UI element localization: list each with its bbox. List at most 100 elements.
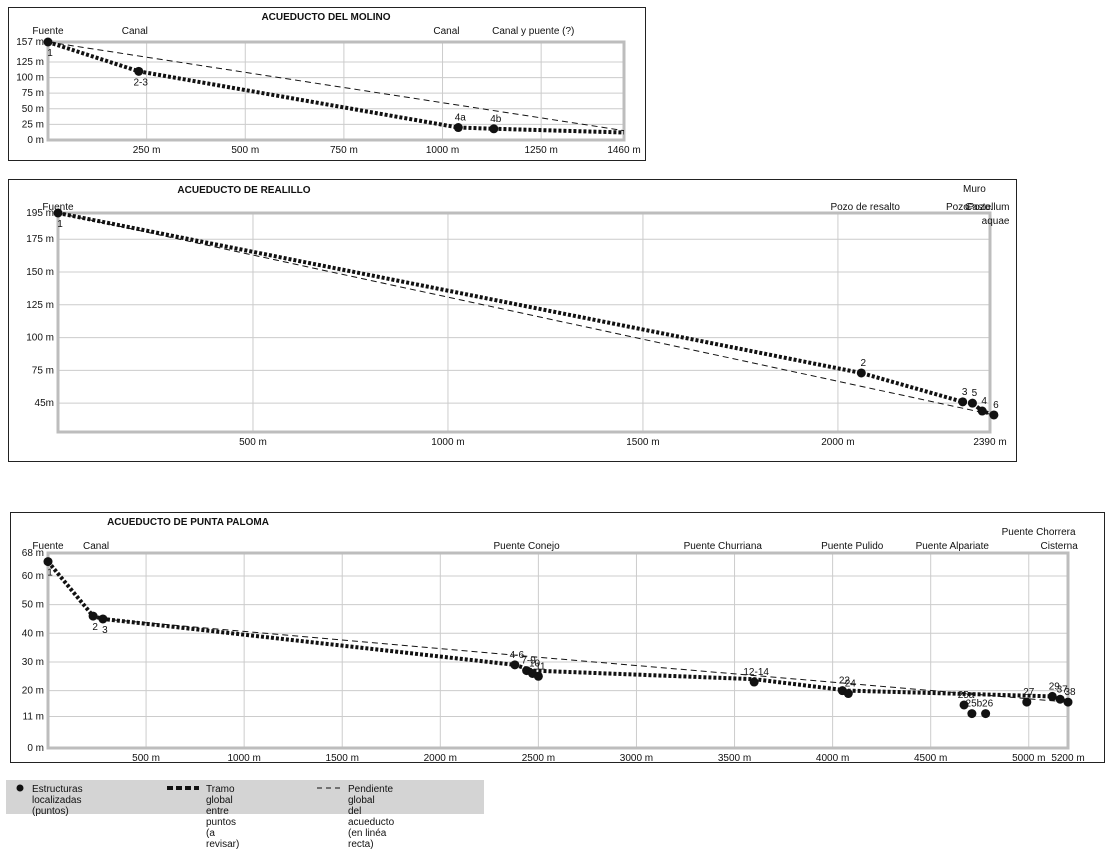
top-annotation: Fuente [32,541,64,552]
x-tick-label: 500 m [231,145,259,156]
top-annotation: Puente Chorrera [1002,527,1076,538]
structure-point [489,124,498,133]
x-tick-label: 500 m [132,753,160,764]
x-tick-label: 2500 m [522,753,555,764]
top-annotation: Puente Conejo [494,541,561,552]
y-tick-label: 0 m [27,135,44,146]
y-tick-label: 40 m [22,628,44,639]
point-label: 24 [845,679,857,690]
x-tick-label: 1000 m [431,437,464,448]
point-label: 4a [455,113,467,124]
structure-point [534,672,543,681]
point-label: 1 [47,48,53,59]
legend-label-tramo: Tramo global entre puntos (a revisar) [206,784,239,850]
y-tick-label: 11 m [23,711,45,722]
x-tick-label: 250 m [133,145,161,156]
chart-title: ACUEDUCTO DEL MOLINO [261,12,390,23]
point-label: 1 [57,219,63,230]
point-label: 27 [1023,687,1035,698]
legend: Estructuras localizadas (puntos) Tramo g… [6,780,484,814]
top-annotation: aquae [982,216,1010,227]
x-tick-label: 1250 m [524,145,557,156]
structure-point [978,407,987,416]
structure-point [98,614,107,623]
y-tick-label: 75 m [32,365,54,376]
structure-point [44,38,53,47]
top-annotation: Puente Alpariate [916,541,990,552]
x-tick-label: 1500 m [326,753,359,764]
legend-label-points: Estructuras localizadas (puntos) [32,784,83,817]
point-label: 4 [981,396,987,407]
structure-point [454,123,463,132]
y-tick-label: 125 m [16,57,44,68]
y-tick-label: 60 m [22,571,44,582]
structure-point [968,399,977,408]
top-annotation: Pozo de resalto [830,202,900,213]
legend-thin-dashed-symbol [316,784,342,794]
point-label: 11 [535,661,546,672]
y-tick-label: 25 m [22,119,44,130]
structure-point [1056,695,1065,704]
x-tick-label: 3000 m [620,753,653,764]
y-tick-label: 20 m [22,686,44,697]
legend-thick-dashed-symbol [166,784,200,794]
point-label: 2-3 [134,77,149,88]
structure-point [510,660,519,669]
y-tick-label: 100 m [26,333,54,344]
structure-point [1022,698,1031,707]
top-annotation: Canal y puente (?) [492,26,574,37]
point-label: 12-14 [743,667,769,678]
y-tick-label: 50 m [22,600,44,611]
y-tick-label: 125 m [26,300,54,311]
x-tick-label: 1000 m [426,145,459,156]
legend-point-symbol [16,784,26,794]
point-label: 3 [102,625,108,636]
x-tick-label: 5200 m [1051,753,1084,764]
structure-point [44,557,53,566]
point-label: 6 [993,400,999,411]
y-tick-label: 0 m [27,743,44,754]
structure-point [134,67,143,76]
chart-title: ACUEDUCTO DE PUNTA PALOMA [107,517,269,528]
x-tick-label: 5000 m [1012,753,1045,764]
structure-point [844,689,853,698]
point-label: 4b [490,114,502,125]
point-label: 38 [1064,687,1076,698]
top-annotation: Cisterna [1041,541,1079,552]
structure-point [89,612,98,621]
top-annotation: Canal [433,26,459,37]
top-annotation: Fuente [32,26,64,37]
x-tick-label: 2390 m [973,437,1006,448]
x-tick-label: 1460 m [607,145,640,156]
y-tick-label: 175 m [26,234,54,245]
top-annotation: Castellum [965,202,1009,213]
top-annotation: Muro [963,184,986,195]
x-tick-label: 4000 m [816,753,849,764]
outer-frame [9,180,1017,462]
point-label: 25b [966,699,983,710]
top-annotation: Puente Pulido [821,541,884,552]
x-tick-label: 2000 m [821,437,854,448]
top-annotation: Canal [83,541,109,552]
chart-title: ACUEDUCTO DE REALILLO [177,185,310,196]
x-tick-label: 1500 m [626,437,659,448]
legend-label-pendiente: Pendiente global del acueducto (en linéa… [348,784,394,850]
x-tick-label: 1000 m [227,753,260,764]
point-label: 5 [972,388,978,399]
point-label: 2 [861,358,867,369]
top-annotation: Puente Churriana [684,541,763,552]
point-label: 3 [962,387,968,398]
chart-panel-2: ACUEDUCTO DE REALILLO 500 m 1000 m 1500 m 20… [9,180,1017,462]
x-tick-label: 4500 m [914,753,947,764]
y-tick-label: 45m [35,398,54,409]
x-tick-label: 500 m [239,437,267,448]
structure-point [54,209,63,218]
top-annotation: Canal [122,26,148,37]
point-label: 1 [47,568,53,579]
structure-point [958,397,967,406]
structure-point [857,368,866,377]
point-label: 2 [92,622,98,633]
point-label: 26 [982,699,994,710]
